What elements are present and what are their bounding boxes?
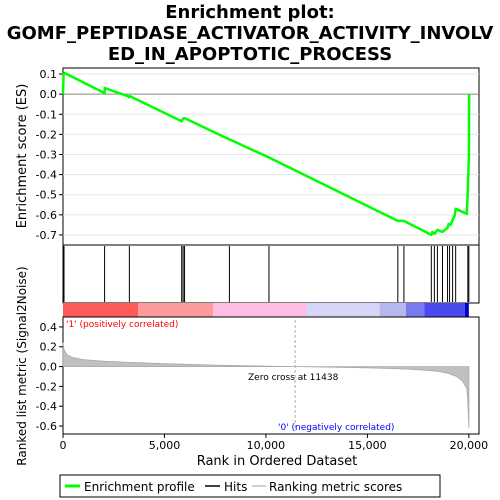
x-tick-label: 20,000 — [450, 439, 489, 452]
es-y-ticks: 0.1 0.0 -0.1 -0.2 -0.3 -0.4 -0.5 -0.6 -0.7 — [36, 68, 63, 242]
x-tick-label: 5,000 — [149, 439, 181, 452]
color-bar-segment — [424, 303, 465, 317]
color-bar-segment — [464, 303, 469, 317]
x-tick-label: 15,000 — [348, 439, 387, 452]
x-tick-label: 0 — [60, 439, 67, 452]
metric-area-group — [62, 320, 470, 431]
color-bar-segment — [138, 303, 214, 317]
es-panel: 0.1 0.0 -0.1 -0.2 -0.3 -0.4 -0.5 -0.6 -0.7 Enric… — [15, 67, 480, 246]
x-axis-title: Rank in Ordered Dataset — [197, 454, 358, 469]
negative-correlation-label: '0' (negatively correlated) — [278, 423, 394, 433]
hits-panel — [62, 244, 480, 304]
color-bar-segment — [405, 303, 425, 317]
color-bar-segment — [213, 303, 307, 317]
color-bar-segment — [379, 303, 406, 317]
color-bar-segment — [63, 303, 139, 317]
metric-y-tick-label: 0.0 — [40, 361, 58, 374]
metric-y-tick-label: -0.6 — [36, 420, 57, 433]
es-grid — [63, 73, 479, 236]
ranking-color-bar — [63, 303, 469, 317]
es-y-tick-label: -0.6 — [36, 209, 57, 222]
positive-correlation-label: '1' (positively correlated) — [66, 320, 178, 330]
legend-metric-label: Ranking metric scores — [269, 480, 402, 494]
es-line — [61, 71, 471, 237]
color-bar-segment — [306, 303, 380, 317]
es-y-tick-label: -0.4 — [36, 169, 57, 182]
legend-es-label: Enrichment profile — [84, 480, 195, 494]
metric-area — [62, 342, 470, 429]
legend-frame — [59, 474, 441, 498]
chart-title-line-1: Enrichment plot: — [165, 2, 335, 23]
chart-title-line-2: GOMF_PEPTIDASE_ACTIVATOR_ACTIVITY_INVOLV — [7, 23, 494, 44]
es-y-tick-label: -0.5 — [36, 189, 57, 202]
es-line-group — [61, 71, 471, 237]
metric-panel: 0.4 0.2 0.0 -0.2 -0.4 -0.6 0 5,000 10,000 15,000… — [15, 266, 488, 469]
metric-x-ticks: 0 5,000 10,000 15,000 20,000 — [60, 434, 489, 452]
hits-group — [63, 246, 470, 302]
metric-y-tick-label: -0.2 — [36, 380, 57, 393]
metric-y-tick-label: -0.4 — [36, 400, 57, 413]
metric-panel-frame — [62, 316, 480, 435]
legend-hits-label: Hits — [224, 480, 247, 494]
es-y-axis-title: Enrichment score (ES) — [15, 84, 30, 229]
metric-y-ticks: 0.4 0.2 0.0 -0.2 -0.4 -0.6 — [36, 321, 63, 433]
metric-y-tick-label: 0.2 — [40, 341, 58, 354]
x-tick-label: 10,000 — [247, 439, 286, 452]
es-y-tick-label: -0.2 — [36, 128, 57, 141]
es-y-tick-label: -0.3 — [36, 148, 57, 161]
es-y-tick-label: 0.1 — [40, 68, 58, 81]
hits-panel-frame — [62, 244, 480, 304]
legend: Enrichment profile Hits Ranking metric s… — [59, 474, 441, 498]
zero-cross-label: Zero cross at 11438 — [248, 373, 339, 383]
chart-title-line-3: ED_IN_APOPTOTIC_PROCESS — [108, 44, 392, 65]
metric-y-axis-title: Ranked list metric (Signal2Noise) — [15, 266, 29, 465]
metric-y-tick-label: 0.4 — [40, 321, 58, 334]
es-y-tick-label: 0.0 — [40, 88, 58, 101]
es-y-tick-label: -0.7 — [36, 229, 57, 242]
es-y-tick-label: -0.1 — [36, 108, 57, 121]
